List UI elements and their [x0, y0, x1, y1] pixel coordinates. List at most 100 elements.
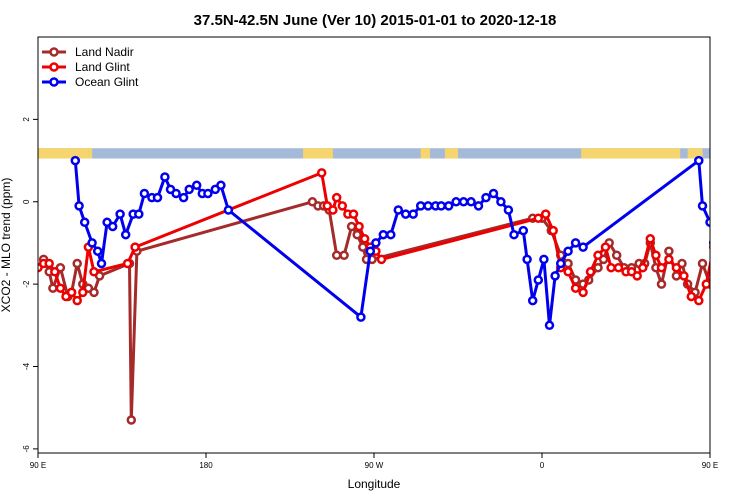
- data-point: [736, 211, 743, 218]
- chart-title: 37.5N-42.5N June (Ver 10) 2015-01-01 to …: [194, 12, 557, 29]
- data-point: [70, 155, 81, 166]
- data-point: [671, 271, 682, 281]
- data-point: [611, 250, 622, 261]
- legend-label: Land Glint: [75, 60, 130, 74]
- data-point: [458, 197, 469, 207]
- data-point: [705, 217, 710, 228]
- series-layer: [38, 155, 749, 425]
- y-tick-label: -2: [22, 280, 31, 288]
- data-point: [89, 287, 99, 298]
- data-point: [423, 201, 433, 211]
- legend-marker: [49, 62, 59, 72]
- x-tick-label: 90 W: [365, 461, 384, 470]
- data-point: [694, 155, 704, 166]
- data-point: [44, 258, 54, 269]
- data-point: [473, 201, 484, 211]
- legend-item: Ocean Glint: [42, 75, 139, 89]
- data-point: [718, 268, 725, 275]
- data-point: [718, 256, 725, 263]
- data-point: [352, 229, 362, 240]
- data-point: [593, 262, 603, 273]
- data-point: [593, 250, 603, 261]
- data-point: [679, 271, 689, 281]
- data-point: [354, 221, 364, 232]
- data-point: [638, 262, 648, 273]
- data-point: [191, 180, 202, 191]
- data-point: [527, 295, 538, 306]
- map-strip-ocean: [38, 148, 710, 159]
- x-tick-label: 180: [199, 461, 213, 470]
- data-point: [48, 283, 58, 293]
- legend-label: Ocean Glint: [75, 75, 139, 89]
- data-point: [66, 287, 77, 298]
- data-point: [337, 201, 348, 211]
- x-tick-label: 0: [540, 461, 545, 470]
- data-point: [328, 205, 338, 215]
- data-point: [72, 258, 82, 269]
- data-point: [408, 209, 418, 219]
- data-point: [496, 197, 506, 207]
- data-point: [606, 262, 616, 273]
- data-point: [488, 188, 499, 199]
- data-point: [664, 246, 674, 256]
- data-point: [570, 238, 581, 248]
- data-point: [563, 258, 573, 269]
- data-point: [522, 254, 532, 265]
- data-point: [55, 283, 66, 293]
- data-point: [600, 242, 611, 252]
- data-point: [563, 267, 573, 277]
- data-point: [122, 258, 133, 269]
- x-axis-label: Longitude: [348, 477, 401, 491]
- data-point: [686, 291, 697, 302]
- data-point: [533, 275, 544, 285]
- data-point: [79, 217, 90, 228]
- data-point: [96, 258, 107, 269]
- y-tick-label: 0: [22, 199, 31, 204]
- map-strip-land: [687, 148, 703, 159]
- data-point: [694, 295, 704, 306]
- data-point: [570, 283, 581, 293]
- data-point: [365, 246, 376, 256]
- data-point: [87, 238, 97, 248]
- data-point: [436, 201, 446, 211]
- map-strip-land: [88, 148, 93, 159]
- data-point: [716, 260, 723, 267]
- data-point: [563, 246, 573, 256]
- data-point: [451, 197, 461, 207]
- data-point: [481, 192, 491, 203]
- data-point: [729, 227, 736, 234]
- data-point: [107, 221, 118, 232]
- data-point: [72, 295, 82, 306]
- data-point: [656, 262, 667, 273]
- legend-marker: [49, 77, 59, 87]
- data-point: [120, 229, 131, 240]
- data-point: [50, 267, 60, 277]
- data-point: [400, 209, 411, 219]
- y-axis-label: XCO2 - MLO trend (ppm): [0, 178, 13, 313]
- data-point: [152, 192, 163, 203]
- series-ocean-glint: [70, 155, 749, 331]
- data-point: [115, 209, 125, 219]
- map-strip-land: [444, 148, 458, 159]
- data-point: [585, 267, 596, 277]
- data-point: [216, 180, 226, 191]
- data-point: [92, 246, 103, 256]
- data-point: [443, 201, 454, 211]
- data-point: [578, 242, 588, 252]
- data-point: [78, 287, 88, 298]
- data-point: [664, 254, 674, 265]
- data-point: [645, 234, 656, 244]
- data-point: [550, 271, 560, 281]
- data-point: [331, 192, 342, 203]
- data-point: [223, 205, 234, 215]
- data-point: [178, 192, 189, 203]
- data-point: [518, 225, 529, 236]
- data-point: [376, 254, 387, 265]
- data-point: [742, 231, 749, 238]
- data-point: [130, 242, 140, 252]
- data-point: [346, 221, 357, 232]
- legend-item: Land Nadir: [42, 45, 134, 59]
- data-point: [356, 312, 366, 322]
